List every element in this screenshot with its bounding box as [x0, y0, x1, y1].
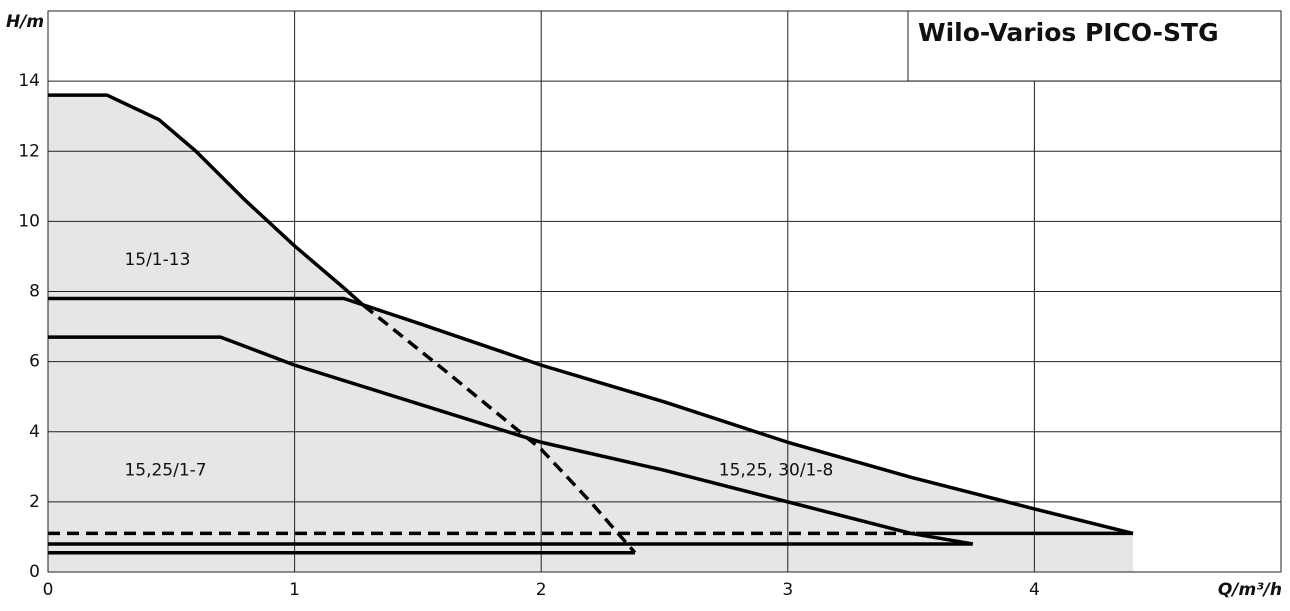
y-tick-label: 2 [29, 492, 40, 512]
curve-label: 15,25/1-7 [124, 460, 206, 480]
pump-curve [48, 335, 974, 546]
pump-curve [48, 296, 1134, 536]
chart-title: Wilo-Varios PICO-STG [918, 18, 1219, 47]
curve-label: 15/1-13 [124, 250, 190, 270]
y-tick-label: 0 [29, 562, 40, 582]
y-tick-label: 14 [18, 71, 40, 91]
pump-curve [362, 304, 637, 554]
x-tick-label: 0 [43, 580, 54, 600]
y-tick-label: 10 [18, 211, 40, 231]
x-tick-label: 4 [1029, 580, 1040, 600]
x-tick-label: 3 [782, 580, 793, 600]
y-tick-label: 4 [29, 422, 40, 442]
y-tick-label: 6 [29, 352, 40, 372]
area-fill [48, 337, 973, 572]
curve-label: 15,25, 30/1-8 [719, 460, 834, 480]
x-tick-label: 2 [536, 580, 547, 600]
pump-curve [48, 93, 365, 307]
y-tick-label: 8 [29, 282, 40, 302]
x-axis-label: Q/m³/h [1218, 580, 1282, 600]
title-box [907, 10, 1282, 82]
x-tick-label: 1 [289, 580, 300, 600]
y-tick-label: 12 [18, 141, 40, 161]
y-axis-label: H/m [6, 12, 44, 32]
